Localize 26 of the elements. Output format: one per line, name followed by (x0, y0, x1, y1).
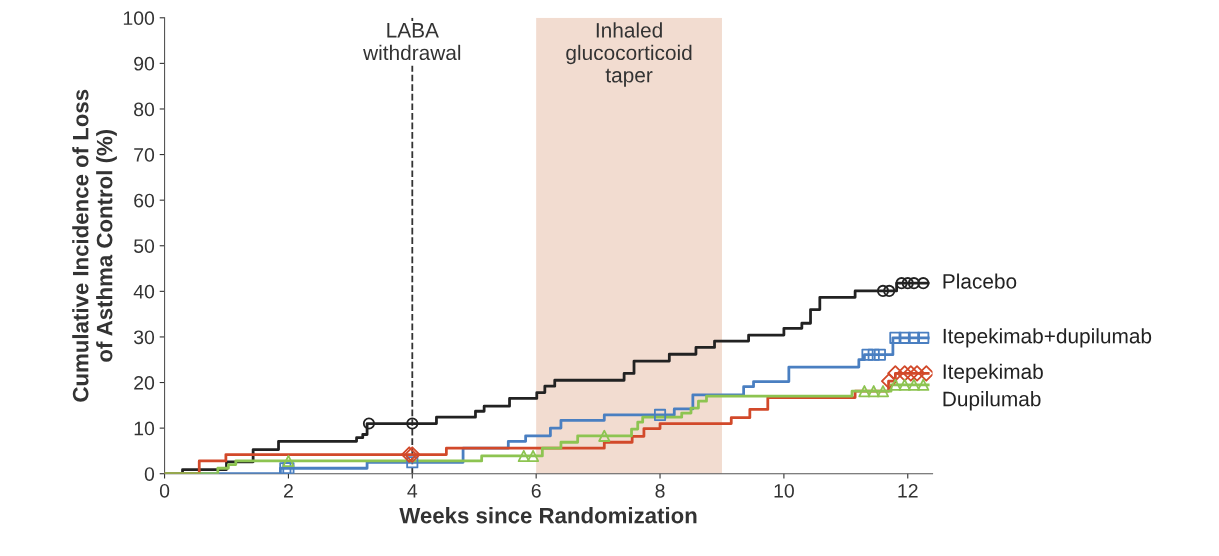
y-tick-label: 20 (134, 376, 155, 390)
y-tick-label: 80 (134, 102, 155, 117)
ref-line-label: LABA withdrawal (363, 23, 461, 61)
y-tick-label: 90 (134, 56, 155, 71)
x-tick-label: 12 (898, 483, 918, 498)
x-tick-label: 8 (655, 483, 665, 498)
y-tick-label: 40 (133, 284, 155, 299)
y-tick-label: 0 (144, 467, 155, 481)
y-tick-label: 60 (134, 193, 155, 208)
y-tick-label: 50 (133, 239, 155, 253)
y-tick-label: 10 (134, 421, 155, 436)
series-label: Placebo (943, 273, 1017, 289)
y-tick-label: 70 (134, 148, 155, 162)
y-axis-title: Cumulative Incidence of Loss of Asthma Control (%) (72, 89, 117, 402)
band-label: Inhaled glucocorticoid taper (566, 22, 692, 87)
series-label: Itepekimab+dupilumab (943, 328, 1152, 348)
x-tick-label: 0 (159, 483, 170, 498)
series-label: Itepekimab (943, 363, 1043, 384)
x-axis-title: Weeks since Randomization (399, 507, 697, 524)
y-tick-label: 100 (123, 11, 155, 26)
x-tick-label: 10 (774, 483, 794, 498)
series-label: Dupilumab (943, 391, 1041, 411)
y-tick-label: 30 (133, 330, 155, 345)
x-tick-label: 6 (531, 483, 541, 498)
x-tick-label: 2 (284, 483, 293, 498)
x-tick-label: 4 (407, 484, 418, 498)
